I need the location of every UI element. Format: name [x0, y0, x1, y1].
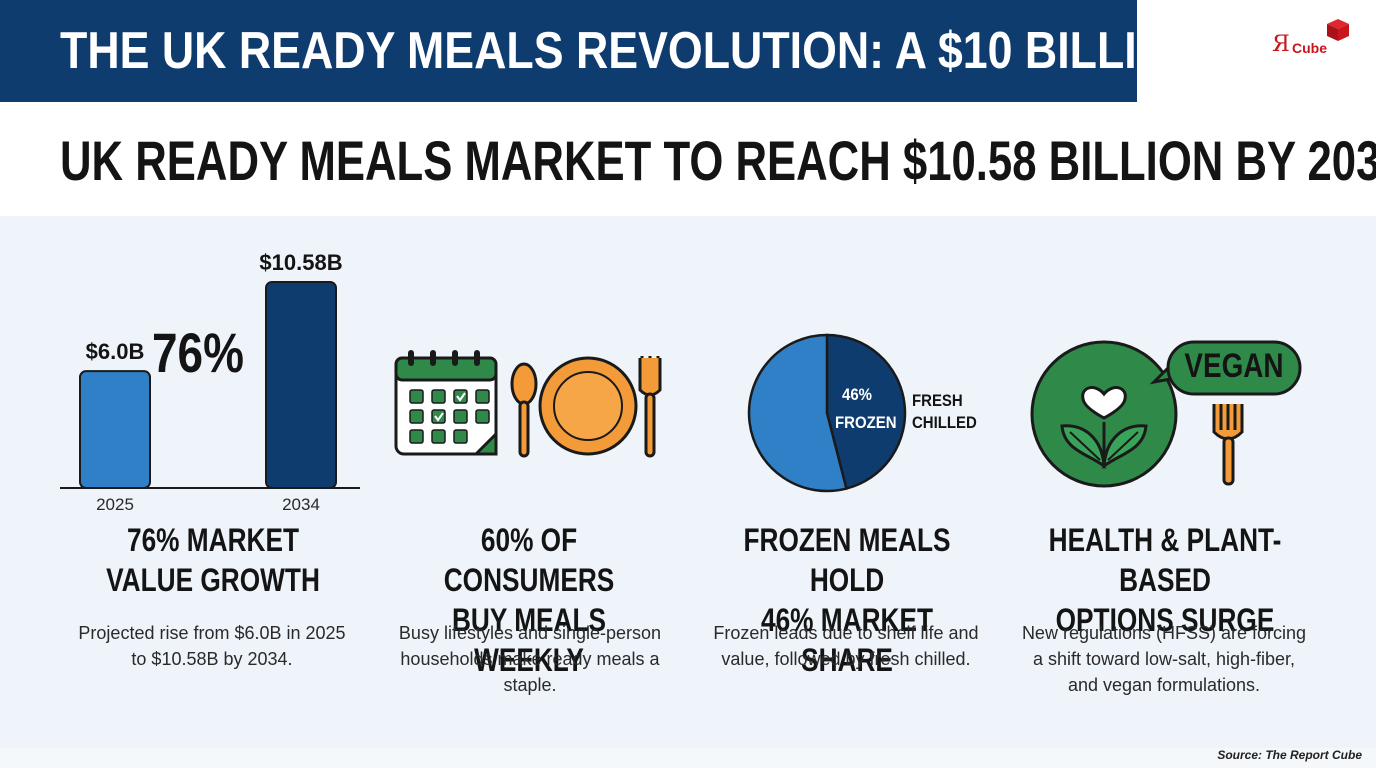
pie-label-frozen-pct: 46%	[842, 385, 872, 404]
pie-label-fresh-chilled: FRESH CHILLED	[912, 391, 977, 432]
logo-word: Cube	[1292, 40, 1327, 56]
pie-label-frozen: FROZEN	[835, 413, 897, 432]
footer-strip	[0, 748, 1376, 768]
page-title: THE UK READY MEALS REVOLUTION: A $10 BIL…	[60, 22, 1204, 80]
source-note: Source: The Report Cube	[1217, 748, 1362, 762]
bar-2034	[265, 281, 337, 489]
fork-icon	[1212, 404, 1244, 486]
pie-slice-fresh-chilled	[747, 333, 848, 493]
card-heading-frozen: FROZEN MEALS HOLD 46% MARKET SHARE	[743, 522, 951, 678]
x-tick-label: 2034	[282, 495, 320, 514]
calendar-icon	[394, 350, 498, 456]
card-text-health: New regulations (HFSS) are forcing a shi…	[1021, 623, 1307, 695]
bar-2025	[79, 370, 151, 489]
calendar-plate-icon	[394, 350, 662, 458]
cube-icon	[1327, 19, 1349, 41]
logo-letter: Я	[1272, 32, 1290, 57]
growth-annotation: 76%	[152, 321, 244, 384]
title-bar	[0, 0, 1137, 102]
card-text-frozen: Frozen leads due to shelf life and value…	[713, 623, 979, 669]
x-tick-label: 2025	[96, 495, 134, 514]
pie-chart	[747, 333, 907, 493]
vegan-leaf-icon	[1030, 340, 1302, 488]
content-panel	[0, 216, 1376, 748]
fork-icon	[638, 356, 662, 458]
vegan-badge-label: VEGAN	[1184, 347, 1284, 385]
pie-slice-frozen	[825, 333, 907, 491]
spoon-icon	[510, 362, 538, 458]
card-heading-weekly: 60% OF CONSUMERS BUY MEALS WEEKLY	[443, 522, 615, 678]
card-text-growth: Projected rise from $6.0B in 2025 to $10…	[78, 623, 346, 669]
heart-icon	[1081, 386, 1127, 420]
card-text-weekly: Busy lifestyles and single-person househ…	[398, 623, 662, 695]
vegan-badge	[1149, 340, 1302, 396]
card-heading-growth: 76% MARKET VALUE GROWTH	[106, 522, 320, 598]
card-heading-health: HEALTH & PLANT-BASED OPTIONS SURGE	[1048, 522, 1282, 638]
bar-chart: $6.0B 2025 $10.58B 2034	[60, 250, 360, 514]
bar-value-label: $10.58B	[259, 250, 342, 275]
brand-logo: Я Cube	[1268, 18, 1356, 62]
page-subtitle: UK READY MEALS MARKET TO REACH $10.58 BI…	[60, 129, 1376, 192]
bar-value-label: $6.0B	[86, 339, 145, 364]
plate-icon	[538, 356, 638, 456]
